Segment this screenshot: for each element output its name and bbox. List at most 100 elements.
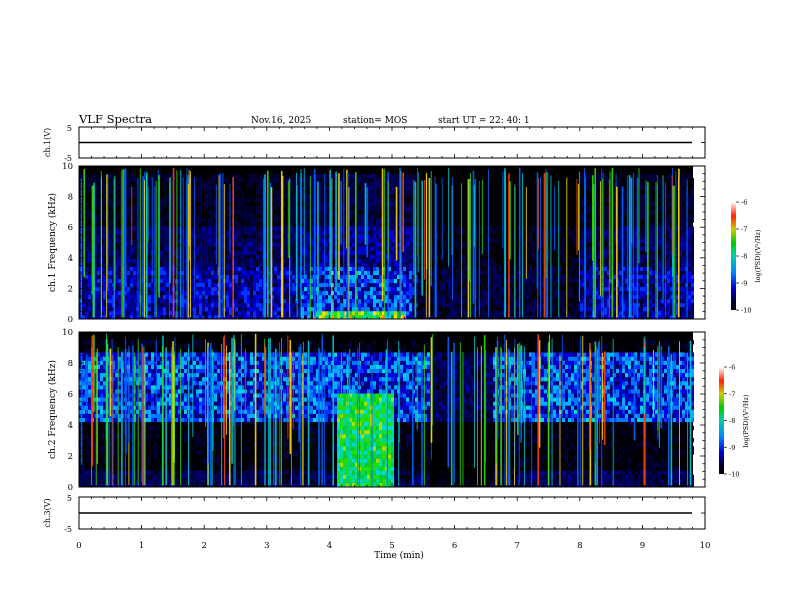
spectrogram-cell: [97, 198, 100, 203]
spectrogram-cell: [367, 290, 370, 296]
spectrogram-cell: [154, 314, 157, 320]
spectrogram-cell: [289, 242, 292, 247]
spectrogram-cell: [292, 298, 295, 304]
spectrogram-cell: [382, 182, 385, 187]
spectrogram-cell: [598, 302, 601, 308]
spectrogram-cell: [310, 242, 313, 247]
spectrogram-cell: [604, 238, 607, 243]
spectrogram-cell: [235, 270, 238, 276]
spectrogram-cell: [358, 222, 361, 227]
spectrogram-cell: [415, 198, 418, 203]
spectrogram-cell: [445, 266, 448, 271]
spectrogram-cell: [268, 174, 271, 179]
spectrogram-cell: [466, 238, 469, 243]
spectrogram-cell: [166, 198, 169, 203]
spectrogram-cell: [406, 250, 409, 255]
spectrogram-cell: [208, 222, 211, 227]
spectrogram-cell: [301, 186, 304, 191]
spectrogram-cell: [94, 194, 97, 199]
spectrogram-cell: [103, 250, 106, 255]
spectrogram-cell: [325, 226, 328, 231]
spectrogram-cell: [103, 274, 106, 280]
spectrogram-cell: [403, 202, 406, 207]
spectrogram-cell: [274, 282, 277, 288]
spectrogram-cell: [439, 310, 442, 316]
spectrogram-cell: [103, 310, 106, 316]
spectrogram-cell: [226, 242, 229, 247]
spectrogram-cell: [406, 314, 409, 320]
spectrogram-cell: [241, 226, 244, 231]
spectrogram-cell: [454, 274, 457, 280]
spectrogram-cell: [499, 298, 502, 304]
spectrogram-cell: [115, 298, 118, 304]
spectrogram-cell: [163, 222, 166, 227]
spectrogram-cell: [184, 214, 187, 219]
spectrogram-cell: [418, 298, 421, 304]
spectrogram-cell: [307, 210, 310, 215]
spectrogram-cell: [325, 274, 328, 280]
spectrogram-cell: [457, 306, 460, 312]
spectrogram-cell: [397, 174, 400, 179]
spectrogram-cell: [115, 282, 118, 288]
spectrogram-cell: [85, 294, 88, 300]
spectrogram-cell: [310, 234, 313, 239]
spectrogram-cell: [214, 206, 217, 211]
spectrogram-cell: [109, 306, 112, 312]
spectrogram-cell: [163, 262, 166, 267]
spectrogram-cell: [400, 222, 403, 227]
spectrogram-cell: [136, 238, 139, 243]
spectrogram-cell: [298, 198, 301, 203]
spectrogram-cell: [418, 270, 421, 276]
spectrogram-cell: [391, 234, 394, 239]
spectrogram-cell: [274, 270, 277, 276]
spectrogram-cell: [415, 258, 418, 263]
spectrogram-cell: [103, 198, 106, 203]
spectrogram-cell: [130, 246, 133, 251]
spectrogram-cell: [586, 230, 589, 235]
spectrogram-cell: [196, 190, 199, 195]
spectrogram-cell: [199, 214, 202, 219]
spectrogram-cell: [154, 286, 157, 292]
spectrogram-cell: [166, 270, 169, 276]
spectrogram-cell: [454, 270, 457, 276]
spectrogram-cell: [169, 294, 172, 300]
spectrogram-cell: [301, 314, 304, 320]
spectrogram-cell: [337, 310, 340, 316]
spectrogram-cell: [529, 226, 532, 231]
spectrogram-cell: [220, 242, 223, 247]
spectrogram-cell: [190, 202, 193, 207]
spectrogram-cell: [136, 246, 139, 251]
spectrogram-cell: [118, 254, 121, 259]
spectrogram-cell: [610, 266, 613, 271]
spectrogram-cell: [217, 194, 220, 199]
spectrogram-cell: [127, 282, 130, 288]
spectrogram-cell: [160, 206, 163, 211]
spectrogram-cell: [481, 294, 484, 300]
spectrogram-cell: [607, 178, 610, 183]
spectrogram-cell: [226, 238, 229, 243]
spectrogram-cell: [250, 282, 253, 288]
spectrogram-cell: [79, 190, 82, 195]
spectrogram-cell: [535, 298, 538, 304]
spectrogram-cell: [229, 310, 232, 316]
spectrogram-cell: [274, 198, 277, 203]
spectrogram-cell: [199, 194, 202, 199]
spectrogram-cell: [244, 278, 247, 284]
spectrogram-cell: [349, 246, 352, 251]
spectrogram-cell: [499, 234, 502, 239]
spectrogram-cell: [196, 290, 199, 296]
spectrogram-cell: [427, 302, 430, 308]
spectrogram-cell: [247, 206, 250, 211]
spectrogram-cell: [277, 298, 280, 304]
spectrogram-cell: [199, 186, 202, 191]
spectrogram-cell: [613, 306, 616, 312]
spectrogram-cell: [283, 278, 286, 284]
spectrogram-cell: [277, 310, 280, 316]
spectrogram-cell: [220, 202, 223, 207]
spectrogram-cell: [367, 190, 370, 195]
spectrogram-cell: [199, 174, 202, 179]
spectrogram-cell: [361, 226, 364, 231]
spectrogram-cell: [379, 214, 382, 219]
spectrogram-cell: [331, 254, 334, 259]
spectrogram-cell: [430, 286, 433, 292]
